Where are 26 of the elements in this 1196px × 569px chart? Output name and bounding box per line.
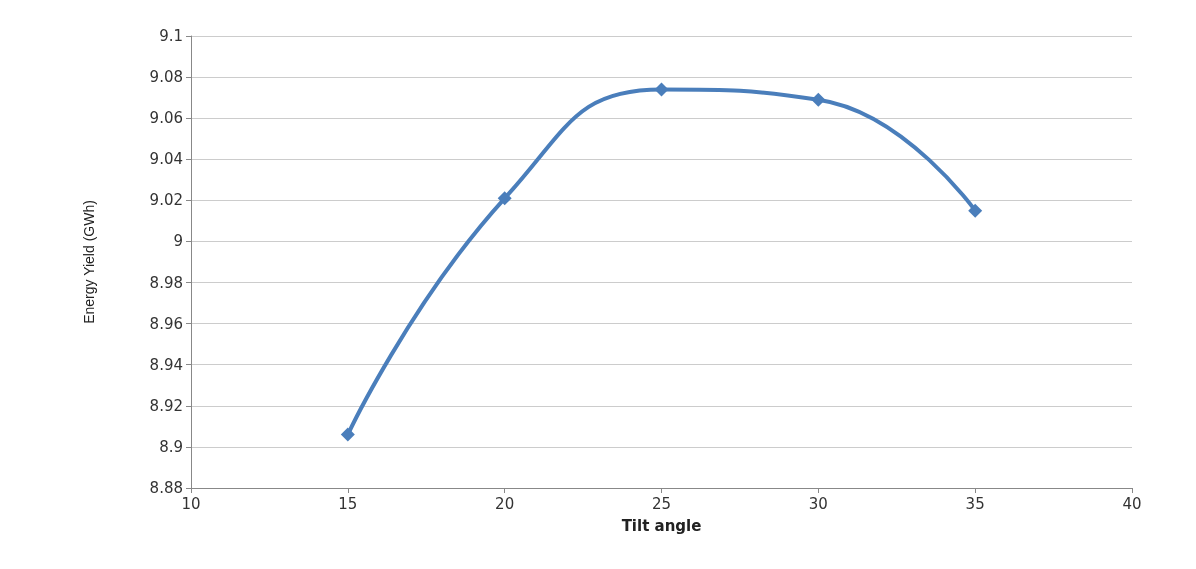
y-tick-label: 9	[173, 232, 183, 251]
point	[340, 427, 355, 442]
y-axis-title: Energy Yield (GWh)	[81, 200, 97, 324]
point	[811, 92, 826, 107]
x-axis-title: Tilt angle	[621, 516, 702, 535]
y-tick-label: 8.96	[149, 314, 183, 333]
y-tick-label: 8.88	[149, 479, 183, 497]
x-tick-label: 30	[808, 494, 828, 513]
y-tick-label: 8.94	[149, 355, 183, 374]
y-tick-label: 8.98	[149, 273, 183, 292]
x-tick-label: 15	[338, 494, 358, 513]
y-tick-label: 9.1	[159, 27, 183, 45]
y-tick-label: 8.9	[159, 437, 183, 456]
y-tick-label: 8.92	[149, 396, 183, 415]
point	[654, 82, 669, 97]
y-tick-label: 9.06	[149, 109, 183, 128]
point	[497, 191, 512, 206]
x-tick-label: 40	[1122, 494, 1142, 513]
y-tick-label: 9.04	[149, 150, 183, 169]
y-tick-label: 9.08	[149, 68, 183, 87]
y-tick-label: 9.02	[149, 191, 183, 210]
x-tick-label: 20	[495, 494, 515, 513]
x-tick-label: 35	[965, 494, 985, 513]
point	[968, 203, 983, 218]
x-tick-label: 10	[181, 494, 201, 513]
x-tick-label: 25	[651, 494, 672, 513]
